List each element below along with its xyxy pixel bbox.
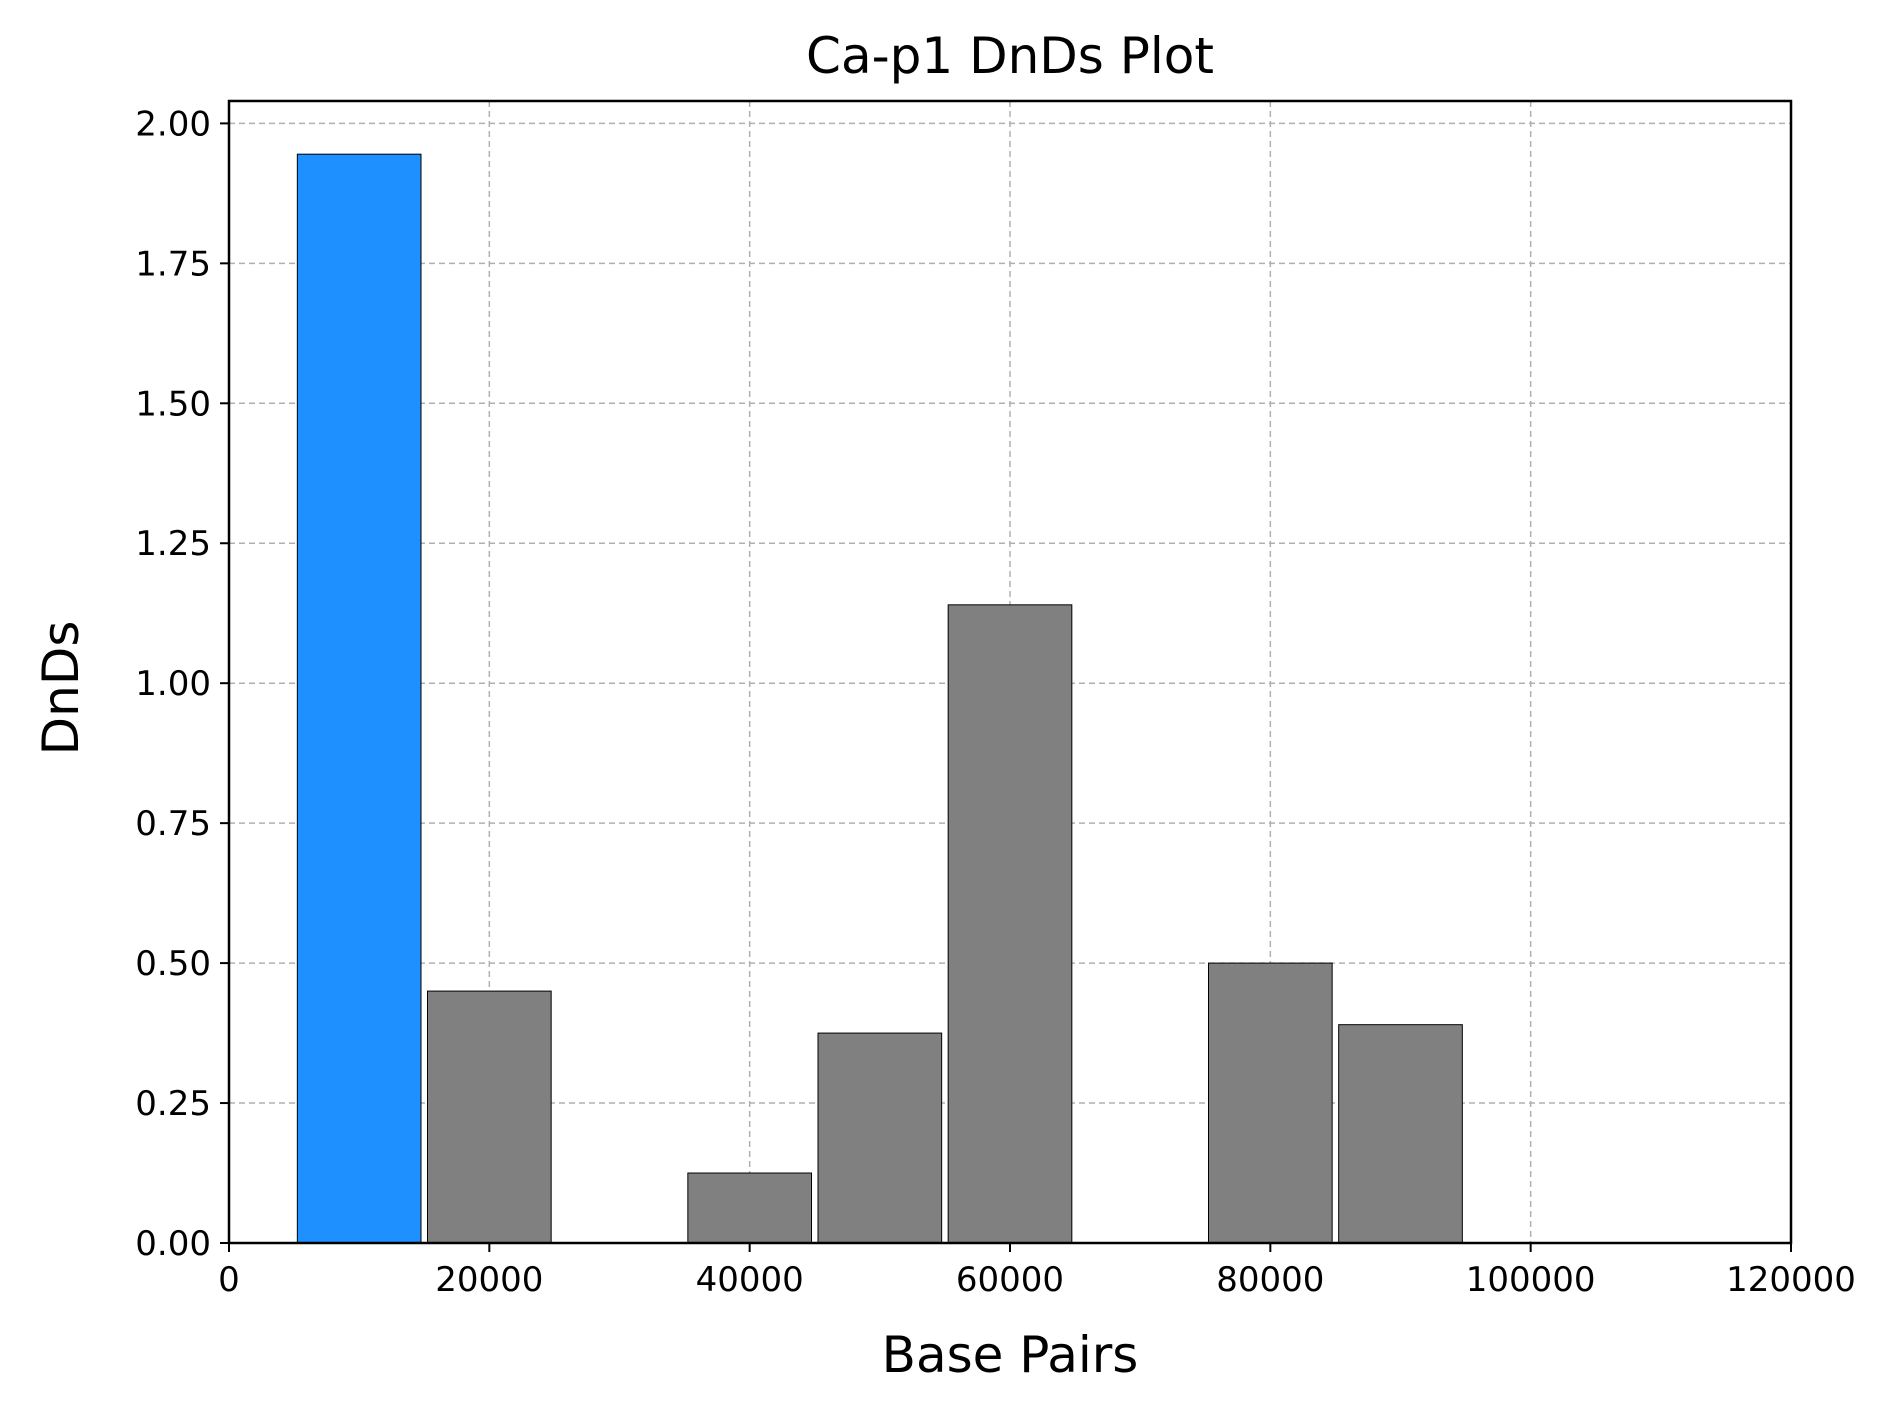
bar-highlighted (296, 153, 422, 1244)
bar (427, 990, 552, 1244)
x-tick-label: 40000 (696, 1260, 804, 1300)
bar (1208, 962, 1333, 1244)
bar (947, 604, 1073, 1244)
grid-lines (228, 101, 1792, 1244)
x-tick-label: 60000 (956, 1260, 1064, 1300)
x-tick-label: 0 (218, 1260, 240, 1300)
y-tick-label: 2.00 (135, 104, 211, 144)
y-tick-label: 0.50 (135, 944, 211, 984)
y-tick-label: 1.75 (135, 244, 211, 284)
y-tick-label: 0.00 (135, 1224, 211, 1264)
y-tick-label: 1.25 (135, 524, 211, 564)
x-tick-label: 20000 (435, 1260, 543, 1300)
chart-title: Ca-p1 DnDs Plot (806, 27, 1214, 85)
axis-ticks: 0 20000 40000 60000 80000 100000 120000 0.00 0.2… (135, 104, 1856, 1300)
x-tick-label: 100000 (1466, 1260, 1596, 1300)
bar (817, 1032, 943, 1244)
y-tick-label: 1.00 (135, 664, 211, 704)
bar (1338, 1024, 1463, 1244)
y-tick-label: 0.75 (135, 804, 211, 844)
bar (687, 1172, 812, 1244)
y-axis-label: DnDs (32, 621, 90, 756)
x-tick-label: 80000 (1216, 1260, 1324, 1300)
y-tick-label: 1.50 (135, 384, 211, 424)
y-tick-label: 0.25 (135, 1084, 211, 1124)
x-tick-label: 120000 (1726, 1260, 1856, 1300)
x-axis-label: Base Pairs (882, 1326, 1139, 1384)
bars (296, 153, 1463, 1244)
